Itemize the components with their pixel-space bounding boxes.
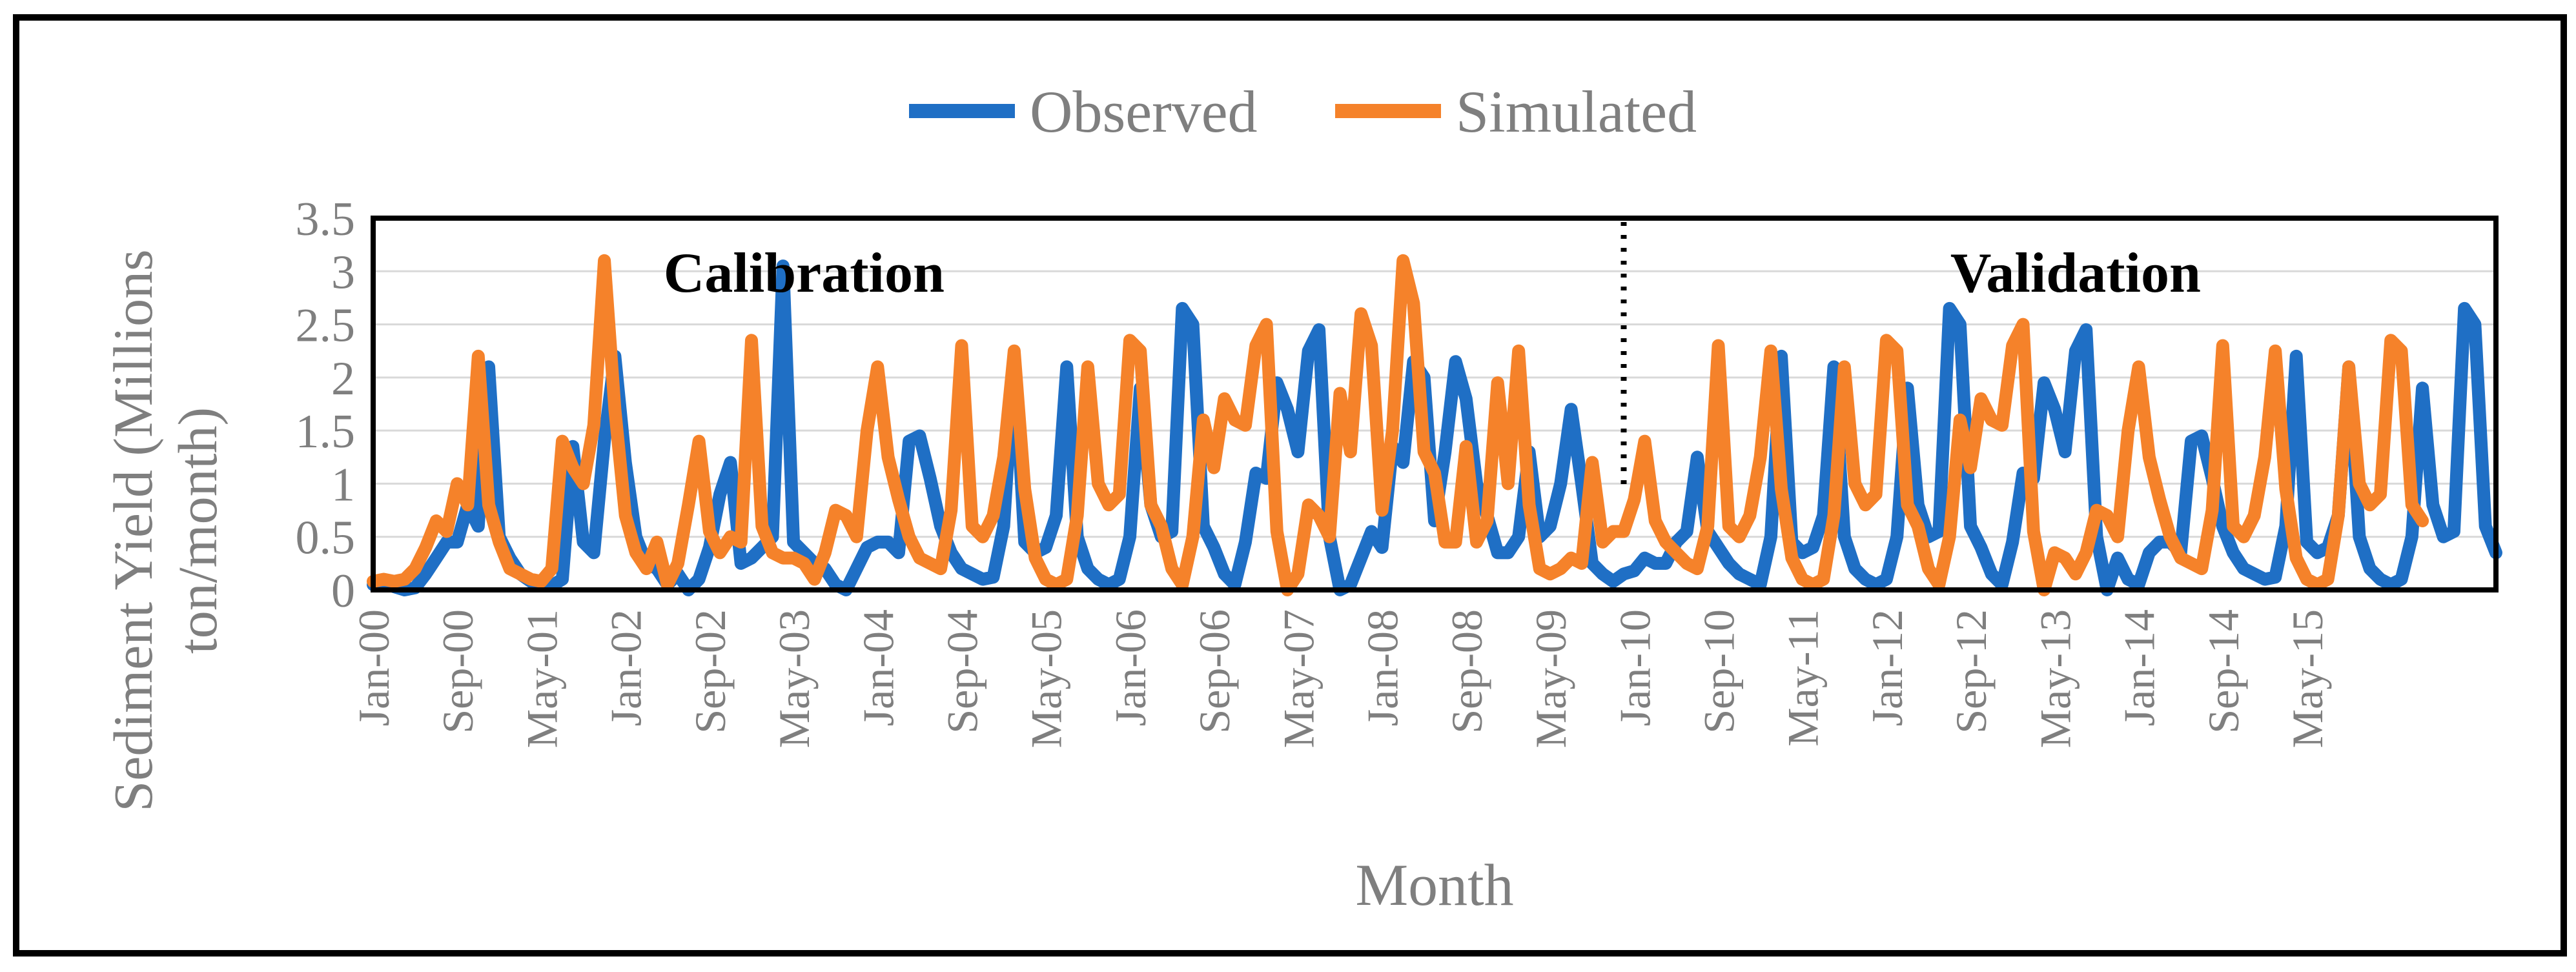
y-axis-title: Sediment Yield (Millions ton/month) xyxy=(102,249,229,811)
legend: Observed Simulated xyxy=(909,79,1697,145)
plot-area-border xyxy=(371,216,2499,592)
x-tick-label: Sep-10 xyxy=(1694,609,1743,734)
y-tick-label: 3.5 xyxy=(296,193,356,246)
x-tick-label: Jan-14 xyxy=(2115,609,2164,726)
series-line-simulated xyxy=(367,254,2429,596)
y-tick-label: 2.5 xyxy=(296,299,356,352)
x-tick-label: May-07 xyxy=(1274,609,1323,748)
x-tick-label: Sep-08 xyxy=(1442,609,1491,734)
x-tick-label: May-11 xyxy=(1779,609,1828,747)
x-tick-label: May-01 xyxy=(517,609,566,748)
x-tick-label: Jan-02 xyxy=(602,609,651,726)
x-tick-label: Sep-04 xyxy=(938,609,987,734)
x-tick-label: Jan-04 xyxy=(854,609,903,726)
x-tick-label: Sep-14 xyxy=(2199,609,2248,734)
y-tick-label: 0 xyxy=(331,565,355,618)
x-tick-label: May-09 xyxy=(1526,609,1575,748)
y-axis-title-line: Sediment Yield (Millions xyxy=(102,249,164,811)
x-tick-label: May-03 xyxy=(770,609,819,748)
calibration-label: Calibration xyxy=(664,242,945,305)
y-tick-label: 2 xyxy=(331,352,355,405)
x-tick-labels: Jan-00 Sep-00 May-01 Jan-02 Sep-02 May-03 Jan-… xyxy=(349,609,2332,748)
series-line-observed xyxy=(367,259,2502,596)
y-tick-labels: 00.511.522.533.5 xyxy=(296,193,356,618)
y-tick-label: 1.5 xyxy=(296,405,356,458)
x-tick-label: May-15 xyxy=(2283,609,2332,748)
y-tick-label: 1 xyxy=(331,458,355,511)
y-tick-label: 3 xyxy=(331,246,355,299)
legend-label-simulated: Simulated xyxy=(1456,79,1697,145)
legend-label-observed: Observed xyxy=(1030,79,1258,145)
x-axis-title: Month xyxy=(1355,852,1513,918)
chart-frame: Observed Simulated 0 0.5 1 1.5 2 2.5 3 3.5 Jan-0… xyxy=(13,14,2567,957)
series-lines xyxy=(367,254,2502,596)
y-tick-label: 0.5 xyxy=(296,512,356,565)
validation-label: Validation xyxy=(1950,242,2201,305)
x-tick-label: Jan-10 xyxy=(1610,609,1659,726)
x-tick-label: May-13 xyxy=(2030,609,2080,748)
x-tick-label: Sep-06 xyxy=(1190,609,1239,734)
y-axis-title-line: ton/month) xyxy=(167,407,229,654)
x-tick-label: May-05 xyxy=(1022,609,1071,748)
x-tick-label: Jan-12 xyxy=(1863,609,1912,726)
x-tick-label: Sep-00 xyxy=(433,609,482,734)
sediment-yield-chart: Observed Simulated 00.511.522.533.5 Jan-0… xyxy=(102,79,2502,918)
x-tick-label: Jan-08 xyxy=(1358,609,1407,726)
x-tick-label: Jan-00 xyxy=(349,609,398,726)
x-tick-label: Sep-12 xyxy=(1947,609,1996,734)
x-tick-label: Jan-06 xyxy=(1106,609,1155,726)
x-tick-label: Sep-02 xyxy=(686,609,735,734)
